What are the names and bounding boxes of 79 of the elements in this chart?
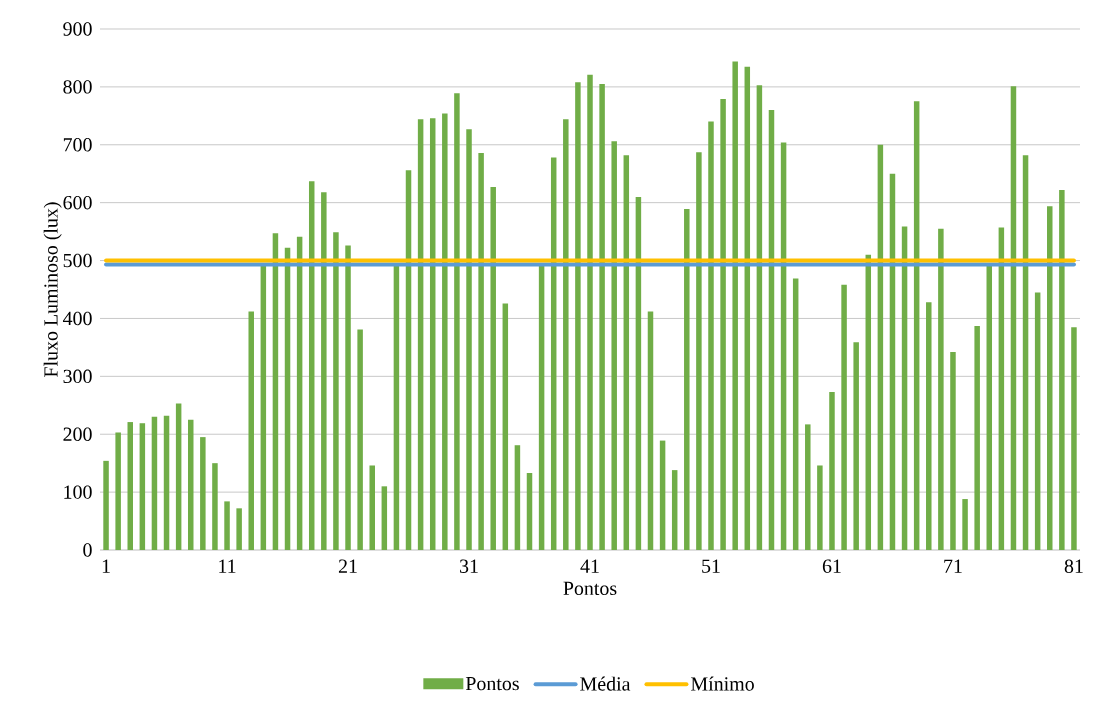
bar [163,415,170,550]
bar [526,473,533,550]
bar [708,121,714,550]
bar [345,245,351,550]
bar [1059,189,1065,550]
bar [720,99,726,550]
bar [490,187,496,550]
bar [926,302,932,550]
bar [236,508,242,550]
bar [466,129,472,550]
x-tick-label: 1 [102,559,110,573]
y-tick-label: 0 [83,543,92,557]
bar [321,192,327,550]
y-tick-label: 500 [63,253,92,268]
legend-label: Pontos [465,677,519,691]
y-tick-label: 900 [63,22,92,36]
y-tick-label: 600 [63,195,92,210]
y-tick-label: 400 [62,311,92,326]
y-tick-label: 100 [64,485,92,499]
bar [357,329,363,550]
bar [671,470,678,550]
bar [127,422,133,550]
bar [684,209,690,550]
bar [817,465,823,550]
bar [514,445,521,550]
bar [502,303,509,550]
bar [841,284,847,550]
bar [333,232,339,550]
bar [1047,206,1053,550]
bar [587,74,593,550]
bar [478,152,484,550]
bar [647,311,654,550]
x-tick-label: 81 [1064,559,1083,573]
bar [139,423,146,550]
bar [454,93,460,550]
bar [792,278,799,550]
bar [853,342,859,550]
bar [962,499,968,550]
bar [115,432,121,550]
bar [1071,327,1077,550]
bar [950,352,956,550]
y-tick-label: 300 [63,369,92,384]
bar [151,416,158,550]
bar [974,325,980,550]
bar [248,311,254,550]
bar [575,82,581,550]
bar [829,391,835,550]
x-tick-label: 51 [702,559,720,573]
y-tick-label: 200 [63,427,92,441]
bar [732,61,738,550]
x-tick-label: 61 [822,559,841,573]
x-tick-label: 11 [219,559,236,573]
bar [442,113,448,550]
bar [805,424,811,550]
bar [103,460,109,550]
x-tick-label: 31 [460,559,478,573]
bar [599,83,605,550]
legend-label: Mínimo [691,676,754,691]
bar [938,228,944,550]
x-tick-label: 41 [580,559,599,573]
bar [212,463,218,550]
x-axis-title: Pontos [563,581,617,596]
bar [563,119,569,550]
bar [611,141,617,550]
y-tick-label: 800 [63,80,92,94]
bar [1034,292,1041,550]
bar [369,465,375,550]
legend-label: Média [580,676,631,691]
y-axis-title: Fluxo Luminoso (lux) [43,202,62,377]
bar [381,486,388,550]
bar [175,403,182,550]
bar [224,501,230,550]
bar [659,440,666,550]
y-tick-label: 700 [63,138,92,152]
bar [200,437,206,550]
bar [696,152,702,550]
x-tick-label: 21 [338,559,357,573]
bar [187,419,194,550]
x-tick-label: 71 [944,559,962,573]
